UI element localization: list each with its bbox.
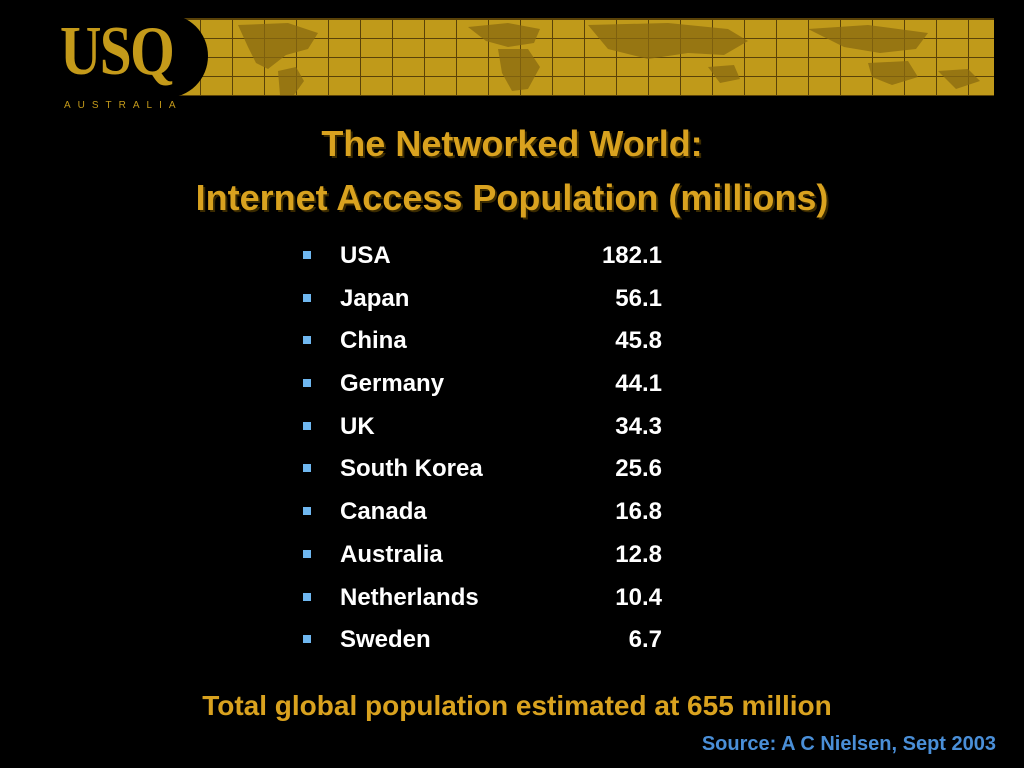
country-name: USA xyxy=(340,242,391,269)
list-item: Netherlands 10.4 xyxy=(300,575,700,618)
world-map-banner xyxy=(168,18,994,96)
population-value: 10.4 xyxy=(615,583,662,611)
population-value: 56.1 xyxy=(615,284,662,312)
list-item: UK 34.3 xyxy=(300,404,700,447)
square-bullet-icon xyxy=(303,464,311,473)
country-name: Canada xyxy=(340,498,427,526)
square-bullet-icon xyxy=(303,592,311,601)
population-value: 16.8 xyxy=(615,498,662,526)
population-value: 6.7 xyxy=(628,626,662,654)
list-item: Germany 44.1 xyxy=(300,361,700,404)
square-bullet-icon xyxy=(303,507,311,516)
population-value: 182.1 xyxy=(601,242,662,269)
population-value: 45.8 xyxy=(615,327,662,355)
list-item: South Korea 25.6 xyxy=(300,446,700,489)
population-value: 44.1 xyxy=(615,370,662,398)
square-bullet-icon xyxy=(303,293,311,302)
list-item: USA 182.1 xyxy=(300,233,700,276)
country-name: Germany xyxy=(340,370,445,398)
country-name: South Korea xyxy=(340,455,483,483)
square-bullet-icon xyxy=(303,251,311,259)
slide-title-line-1: The Networked World: xyxy=(321,123,703,164)
population-value: 34.3 xyxy=(615,412,662,440)
country-name: UK xyxy=(340,412,375,440)
population-value: 12.8 xyxy=(615,540,662,568)
world-map-graphic xyxy=(238,23,980,95)
square-bullet-icon xyxy=(303,635,311,644)
source-citation: Source: A C Nielsen, Sept 2003 xyxy=(701,733,996,755)
country-name: China xyxy=(340,327,407,355)
logo-subtitle: AUSTRALIA xyxy=(64,100,183,111)
list-item: Australia 12.8 xyxy=(300,532,700,575)
country-name: Netherlands xyxy=(340,583,479,611)
list-item: China 45.8 xyxy=(300,318,700,361)
list-item: Sweden 6.7 xyxy=(300,617,700,660)
slide-title-line-2: Internet Access Population (millions) xyxy=(195,177,829,218)
country-name: Sweden xyxy=(340,626,431,654)
square-bullet-icon xyxy=(303,421,311,430)
total-population-note: Total global population estimated at 655… xyxy=(202,690,832,721)
square-bullet-icon xyxy=(303,336,311,345)
country-list: USA 182.1 Japan 56.1 China 45.8 Germany … xyxy=(300,233,700,660)
population-value: 25.6 xyxy=(615,455,662,483)
square-bullet-icon xyxy=(303,379,311,388)
country-name: Australia xyxy=(340,540,443,568)
list-item: Japan 56.1 xyxy=(300,276,700,319)
country-name: Japan xyxy=(340,284,410,312)
usq-logo: USQ xyxy=(60,13,175,90)
logo-backdrop xyxy=(48,14,208,98)
square-bullet-icon xyxy=(303,549,311,558)
list-item: Canada 16.8 xyxy=(300,489,700,532)
